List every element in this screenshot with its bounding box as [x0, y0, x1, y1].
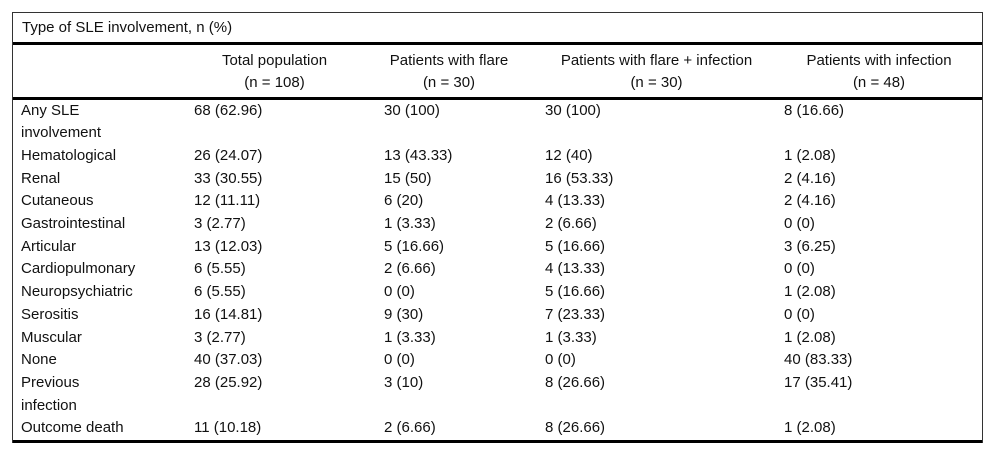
row-label: Any SLE involvement: [21, 101, 102, 142]
cell-value: 13 (12.03): [194, 237, 263, 255]
cell-value: 1 (2.08): [776, 417, 982, 444]
cell-value: 16 (53.33): [545, 169, 614, 187]
table-row: Any SLE involvement 68 (62.96) 30 (100) 30 …: [13, 98, 982, 145]
cell-value: 3 (6.25): [784, 237, 836, 255]
cell-value: 8 (16.66): [784, 101, 845, 119]
cell-value: 0 (0): [384, 351, 415, 369]
row-label: Renal: [21, 169, 61, 187]
row-label: None: [21, 351, 57, 369]
table-row: Outcome death 11 (10.18) 2 (6.66) 8 (26.66)…: [13, 417, 982, 444]
cell-value: 6 (5.55): [194, 283, 246, 301]
cell-value: 1 (3.33): [384, 328, 436, 346]
table-title: Type of SLE involvement, n (%): [13, 13, 982, 45]
row-label: Hematological: [21, 146, 117, 164]
table-row: Cutaneous 12 (11.11) 6 (20) 4 (13.33) 2 (4.1…: [13, 190, 982, 213]
cell-value: 30 (100): [384, 101, 440, 119]
cell-value: 40 (37.03): [194, 351, 263, 369]
cell-value: 2 (4.16): [784, 192, 836, 210]
cell-value: 0 (0): [545, 351, 576, 369]
cell-value: 5 (16.66): [545, 283, 606, 301]
header-row: Total population (n = 108) Patients with…: [13, 45, 982, 100]
column-header-empty: [13, 45, 188, 100]
row-label: Articular: [21, 237, 77, 255]
table-row: Hematological 26 (24.07) 13 (43.33) 12 (40)…: [13, 145, 982, 168]
row-label: Neuropsychiatric: [21, 283, 133, 301]
cell-value: 0 (0): [784, 260, 815, 278]
sle-involvement-table: Type of SLE involvement, n (%) Total pop…: [12, 12, 983, 444]
table-row: Articular 13 (12.03) 5 (16.66) 5 (16.66) 3 (…: [13, 236, 982, 259]
table-row: Neuropsychiatric 6 (5.55) 0 (0) 5 (16.66) 1 …: [13, 281, 982, 304]
cell-value: 4 (13.33): [545, 260, 606, 278]
row-label: Serositis: [21, 305, 79, 323]
cell-value: 2 (6.66): [384, 260, 436, 278]
cell-value: 0 (0): [384, 283, 415, 301]
data-table: Total population (n = 108) Patients with…: [13, 45, 982, 444]
table-row: None 40 (37.03) 0 (0) 0 (0) 40 (83.33): [13, 349, 982, 372]
cell-value: 40 (83.33): [784, 351, 853, 369]
cell-value: 5 (16.66): [545, 237, 606, 255]
cell-value: 6 (20): [384, 192, 424, 210]
cell-value: 12 (11.11): [194, 192, 261, 210]
table-row: Serositis 16 (14.81) 9 (30) 7 (23.33) 0 (0): [13, 304, 982, 327]
cell-value: 12 (40): [545, 146, 593, 164]
row-label: Previous infection: [21, 373, 80, 414]
cell-value: 1 (2.08): [784, 146, 836, 164]
row-label: Cutaneous: [21, 192, 94, 210]
table-row: Renal 33 (30.55) 15 (50) 16 (53.33) 2 (4.16): [13, 168, 982, 191]
cell-value: 0 (0): [784, 305, 815, 323]
cell-value: 5 (16.66): [384, 237, 445, 255]
cell-value: 9 (30): [384, 305, 424, 323]
cell-value: 16 (14.81): [194, 305, 263, 323]
cell-value: 26 (24.07): [194, 146, 263, 164]
cell-value: 0 (0): [784, 215, 815, 233]
cell-value: 2 (6.66): [361, 417, 537, 444]
cell-value: 68 (62.96): [194, 101, 263, 119]
cell-value: 28 (25.92): [194, 373, 263, 391]
column-header-patients-with-flare: Patients with flare (n = 30): [361, 45, 537, 100]
cell-value: 7 (23.33): [545, 305, 606, 323]
cell-value: 1 (3.33): [545, 328, 597, 346]
cell-value: 3 (2.77): [194, 215, 246, 233]
column-header-total-population: Total population (n = 108): [188, 45, 361, 100]
table-row: Previous infection 28 (25.92) 3 (10) 8 (26.…: [13, 372, 982, 417]
table-row: Muscular 3 (2.77) 1 (3.33) 1 (3.33) 1 (2.08): [13, 327, 982, 350]
row-label: Gastrointestinal: [21, 215, 126, 233]
cell-value: 6 (5.55): [194, 260, 246, 278]
column-header-patients-with-flare-infection: Patients with flare + infection (n = 30): [537, 45, 776, 100]
cell-value: 3 (10): [384, 373, 424, 391]
row-label: Cardiopulmonary: [21, 260, 136, 278]
cell-value: 30 (100): [545, 101, 601, 119]
cell-value: 2 (4.16): [784, 169, 836, 187]
cell-value: 1 (2.08): [784, 283, 836, 301]
cell-value: 17 (35.41): [784, 373, 853, 391]
cell-value: 1 (3.33): [384, 215, 436, 233]
cell-value: 11 (10.18): [188, 417, 361, 444]
cell-value: 13 (43.33): [384, 146, 453, 164]
row-label: Outcome death: [13, 417, 188, 444]
cell-value: 8 (26.66): [545, 373, 606, 391]
cell-value: 33 (30.55): [194, 169, 263, 187]
column-header-patients-with-infection: Patients with infection (n = 48): [776, 45, 982, 100]
table-row: Gastrointestinal 3 (2.77) 1 (3.33) 2 (6.66)…: [13, 213, 982, 236]
cell-value: 15 (50): [384, 169, 432, 187]
table-row: Cardiopulmonary 6 (5.55) 2 (6.66) 4 (13.33)…: [13, 258, 982, 281]
row-label: Muscular: [21, 328, 82, 346]
cell-value: 8 (26.66): [537, 417, 776, 444]
table-body: Any SLE involvement 68 (62.96) 30 (100) 30 …: [13, 98, 982, 444]
cell-value: 2 (6.66): [545, 215, 597, 233]
cell-value: 3 (2.77): [194, 328, 246, 346]
cell-value: 1 (2.08): [784, 328, 836, 346]
cell-value: 4 (13.33): [545, 192, 606, 210]
